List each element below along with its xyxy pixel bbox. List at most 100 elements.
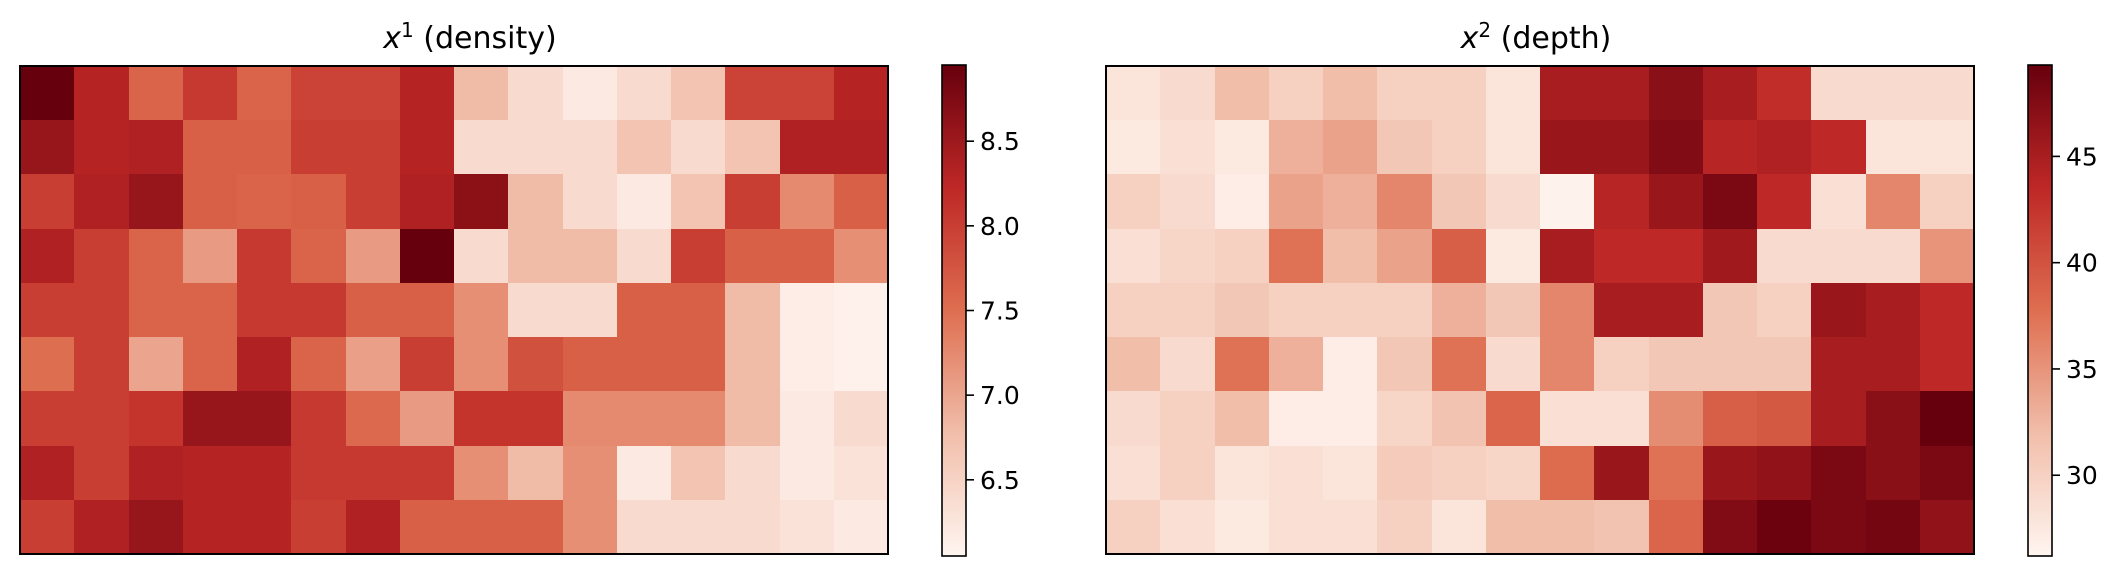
heatmap-cell [129, 120, 184, 175]
heatmap-cell [1215, 500, 1270, 555]
heatmap-cell [617, 500, 672, 555]
colorbar-tick-label: 30 [2066, 461, 2098, 490]
title-depth: x2 (depth) [1460, 18, 1612, 56]
heatmap-cell [1377, 391, 1433, 447]
heatmap-cell [563, 446, 618, 501]
heatmap-cell [725, 337, 781, 392]
heatmap-cell [1215, 120, 1270, 175]
heatmap-cell [1811, 283, 1867, 338]
colorbar-tick-label: 40 [2066, 249, 2098, 278]
heatmap-cell [291, 500, 347, 555]
heatmap-cell [1540, 120, 1595, 175]
heatmap-cell [1866, 283, 1921, 338]
heatmap-cell [1540, 391, 1595, 447]
heatmap-cell [1215, 337, 1270, 392]
heatmap-cell [1920, 446, 1975, 501]
heatmap-cell [1215, 391, 1270, 447]
heatmap-cell [74, 446, 130, 501]
heatmap-cell [1811, 229, 1867, 284]
colorbar-density: 6.5 7.0 7.5 8.0 8.5 [941, 64, 1020, 557]
colorbar-tick-label: 45 [2066, 142, 2098, 171]
heatmap-cell [129, 337, 184, 392]
heatmap-cell [1269, 391, 1324, 447]
heatmap-cell [237, 229, 292, 284]
heatmap-cell [1432, 500, 1487, 555]
heatmap-cell [129, 229, 184, 284]
heatmap-cell [74, 283, 130, 338]
heatmap-cell [1486, 229, 1541, 284]
colorbar-gradient [942, 65, 966, 556]
heatmap-cell [1269, 500, 1324, 555]
heatmap-cell [454, 446, 509, 501]
heatmap-cell [1594, 391, 1650, 447]
colorbar-tick-label: 7.0 [980, 381, 1020, 410]
heatmap-cell [508, 446, 564, 501]
heatmap-cell [1377, 446, 1433, 501]
heatmap-cell [1757, 283, 1812, 338]
title-depth-var: x [1460, 21, 1479, 56]
heatmap-cell [1811, 500, 1867, 555]
heatmap-cell [1703, 391, 1758, 447]
title-density: x1 (density) [382, 18, 556, 56]
heatmap-cell [1269, 283, 1324, 338]
heatmap-cell [346, 229, 401, 284]
heatmap-density-frame [19, 65, 889, 555]
heatmap-cell [1757, 446, 1812, 501]
heatmap-depth [1106, 66, 1975, 555]
heatmap-cell [563, 120, 618, 175]
heatmap-cell [1703, 500, 1758, 555]
heatmap-cell [1269, 337, 1324, 392]
heatmap-cell [1215, 229, 1270, 284]
heatmap-cell [74, 500, 130, 555]
colorbar-tick-label: 35 [2066, 355, 2098, 384]
heatmap-cell [400, 391, 455, 447]
heatmap-cell [400, 500, 455, 555]
heatmap-cell [1323, 337, 1378, 392]
heatmap-cell [780, 283, 835, 338]
heatmap-cell [1594, 120, 1650, 175]
heatmap-cell [725, 391, 781, 447]
heatmap-cell [346, 337, 401, 392]
title-density-rest: (density) [414, 21, 557, 56]
heatmap-cell [725, 66, 781, 121]
heatmap-cell [725, 283, 781, 338]
heatmap-cell [563, 229, 618, 284]
heatmap-cell [725, 446, 781, 501]
heatmap-cell [1106, 283, 1161, 338]
heatmap-cell [346, 283, 401, 338]
heatmap-cell [1377, 283, 1433, 338]
heatmap-cell [1920, 120, 1975, 175]
heatmap-cell [183, 283, 238, 338]
heatmap-cell [725, 174, 781, 230]
heatmap-cell [508, 500, 564, 555]
heatmap-cell [1486, 391, 1541, 447]
heatmap-cell [237, 446, 292, 501]
heatmap-cell [671, 229, 726, 284]
heatmap-cell [74, 229, 130, 284]
heatmap-cell [74, 120, 130, 175]
heatmap-cell [617, 283, 672, 338]
heatmap-cell [183, 66, 238, 121]
colorbar-tick-label: 7.5 [980, 297, 1020, 326]
heatmap-cell [1160, 120, 1216, 175]
heatmap-cell [834, 446, 889, 501]
heatmap-cell [454, 391, 509, 447]
heatmap-cell [346, 391, 401, 447]
heatmap-cell [20, 446, 75, 501]
heatmap-cell [1486, 120, 1541, 175]
heatmap-cell [1540, 337, 1595, 392]
heatmap-cell [563, 174, 618, 230]
heatmap-cell [834, 283, 889, 338]
heatmap-cell [1160, 66, 1216, 121]
heatmap-cell [1594, 500, 1650, 555]
heatmap-cell [1269, 446, 1324, 501]
heatmap-cell [563, 500, 618, 555]
heatmap-cell [508, 66, 564, 121]
heatmap-cell [671, 120, 726, 175]
heatmap-cell [1215, 66, 1270, 121]
heatmap-cell [1811, 446, 1867, 501]
heatmap-cell [1649, 337, 1704, 392]
heatmap-cell [1811, 174, 1867, 230]
heatmap-cell [346, 446, 401, 501]
heatmap-cell [1432, 337, 1487, 392]
